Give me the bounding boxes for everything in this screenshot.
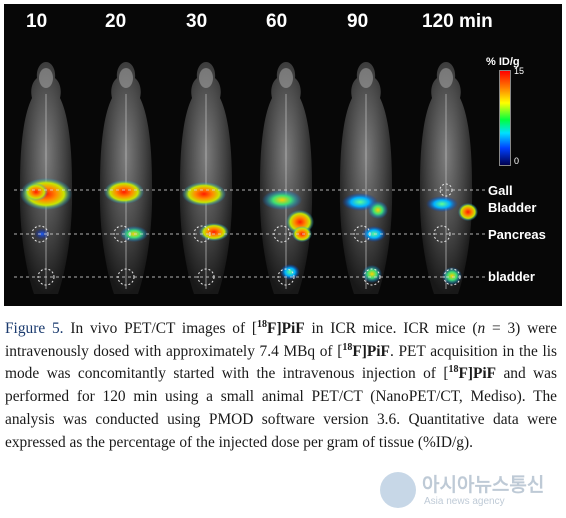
compound-name: F]PiF xyxy=(458,365,497,383)
mouse-image-10min xyxy=(19,62,73,294)
colorbar xyxy=(499,70,511,166)
colorbar-max: 15 xyxy=(514,66,525,76)
label-pancreas: Pancreas xyxy=(488,227,546,242)
watermark-subtitle: Asia news agency xyxy=(424,496,505,507)
time-label-120: 120 min xyxy=(422,11,493,32)
figure-label: Figure 5. xyxy=(5,320,64,337)
time-label-90: 90 xyxy=(347,11,369,32)
sample-size-symbol: n xyxy=(477,320,486,337)
caption-text: and was performed for 120 min using a sm… xyxy=(5,365,557,451)
caption-text: = 3) were intravenously dosed with appro… xyxy=(5,320,557,360)
colorbar-title: % ID/g xyxy=(486,56,520,68)
isotope-superscript: 18 xyxy=(448,364,459,376)
mouse-image-20min xyxy=(99,62,153,294)
time-label-30: 30 xyxy=(186,11,208,32)
colorbar-min: 0 xyxy=(514,156,520,166)
watermark-title: 아시아뉴스통신 xyxy=(422,474,545,496)
time-label-60: 60 xyxy=(266,11,288,32)
isotope-superscript: 18 xyxy=(342,341,353,353)
caption-text: . PET acquisition in the lis mode was co… xyxy=(5,342,557,383)
time-label-10: 10 xyxy=(26,11,48,32)
mouse-image-30min xyxy=(179,62,233,294)
isotope-superscript: 18 xyxy=(257,319,268,330)
caption-text: in ICR mice. ICR mice ( xyxy=(304,320,478,337)
time-label-20: 20 xyxy=(105,11,127,32)
figure-caption: Figure 5. In vivo PET/CT images of [18F]… xyxy=(5,318,557,454)
mouse-image-120min xyxy=(419,62,478,294)
organ-guide-lines xyxy=(14,189,486,278)
compound-name: F]PiF xyxy=(352,342,390,360)
compound-name: F]PiF xyxy=(267,320,305,337)
watermark: 아시아뉴스통신 Asia news agency xyxy=(378,468,564,516)
watermark-logo-icon xyxy=(380,472,416,508)
label-bladder: bladder xyxy=(488,269,535,284)
mouse-image-90min xyxy=(339,62,393,294)
caption-text: In vivo PET/CT images of [ xyxy=(63,320,258,337)
pet-ct-figure: 10 20 30 60 90 120 min xyxy=(4,4,562,306)
label-gall: Gall xyxy=(488,183,513,198)
label-gall-bladder: Bladder xyxy=(488,200,537,215)
